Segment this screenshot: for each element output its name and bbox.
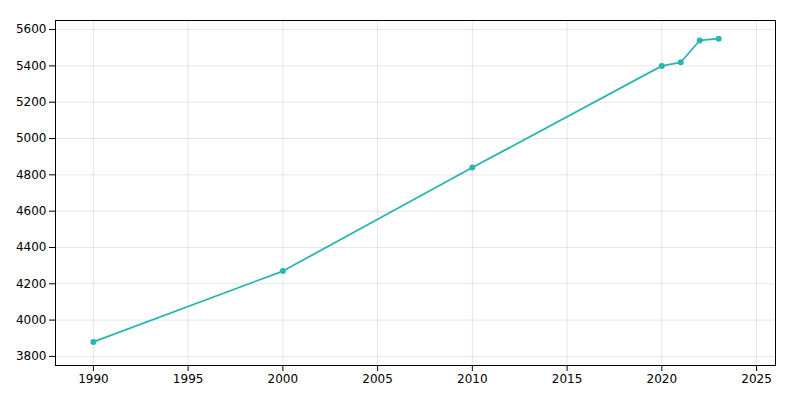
svg-text:5600: 5600 [16, 22, 47, 36]
svg-text:4400: 4400 [16, 240, 47, 254]
svg-text:3800: 3800 [16, 349, 47, 363]
svg-text:1995: 1995 [173, 372, 204, 386]
svg-text:2000: 2000 [268, 372, 299, 386]
svg-text:4200: 4200 [16, 277, 47, 291]
svg-text:2010: 2010 [457, 372, 488, 386]
svg-text:2020: 2020 [647, 372, 678, 386]
svg-text:2015: 2015 [552, 372, 583, 386]
svg-text:1990: 1990 [78, 372, 109, 386]
svg-text:4800: 4800 [16, 168, 47, 182]
svg-text:4000: 4000 [16, 313, 47, 327]
svg-text:5400: 5400 [16, 59, 47, 73]
svg-text:4600: 4600 [16, 204, 47, 218]
svg-text:2025: 2025 [741, 372, 772, 386]
svg-text:5000: 5000 [16, 131, 47, 145]
svg-text:2005: 2005 [362, 372, 393, 386]
svg-text:5200: 5200 [16, 95, 47, 109]
